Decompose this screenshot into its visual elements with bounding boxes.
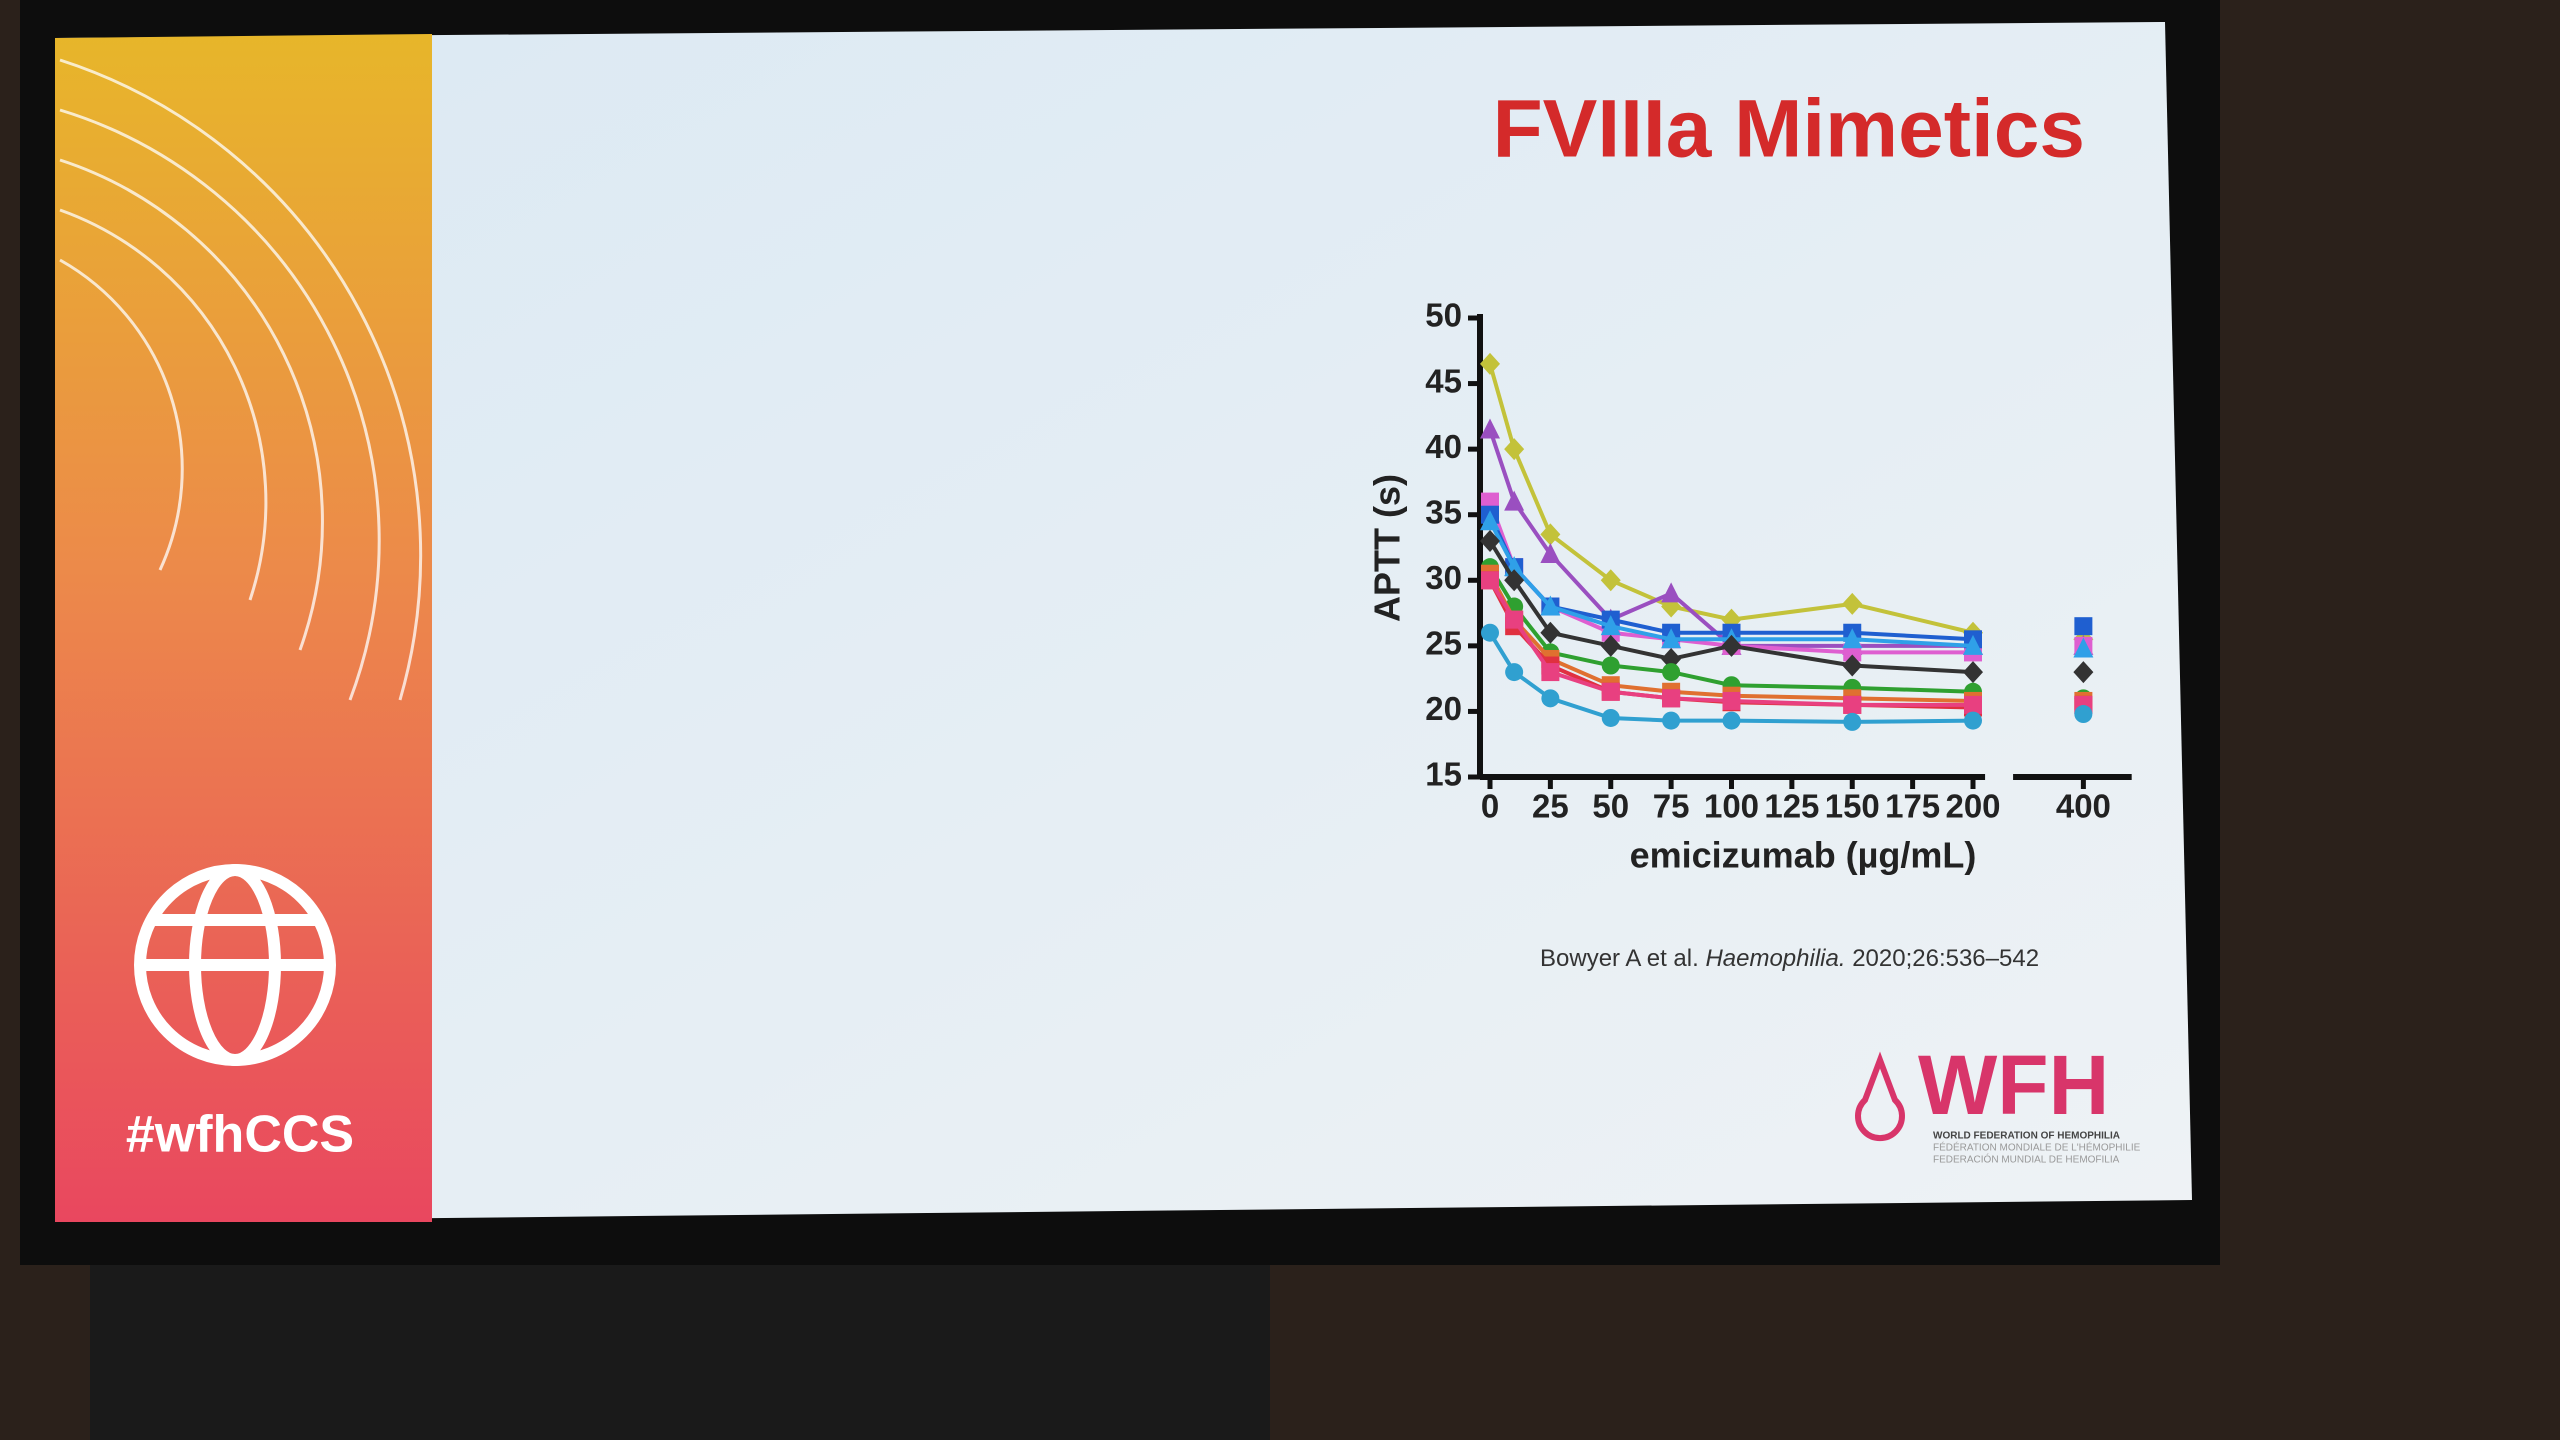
point [1842, 592, 1863, 615]
point [1540, 523, 1561, 546]
logo-line: FÉDÉRATION MONDIALE DE L'HÉMOPHILIE [1933, 1141, 2141, 1154]
y-axis-title: APTT (s) [1367, 474, 1408, 622]
y-tick-label: 45 [1425, 362, 1462, 399]
wfh-logo: WFH WORLD FEDERATION OF HEMOPHILIA FÉDÉR… [1855, 1038, 2141, 1166]
point [1661, 582, 1682, 603]
point [1661, 647, 1682, 670]
y-tick-label: 25 [1425, 625, 1462, 662]
point [2074, 617, 2093, 636]
point [1480, 352, 1500, 375]
point [1541, 663, 1560, 682]
point [1722, 711, 1741, 730]
point [1964, 711, 1982, 730]
logo-name: WFH [1918, 1038, 2109, 1132]
series-line [1488, 539, 1974, 675]
x-tick-label: 100 [1704, 788, 1759, 825]
point [1662, 689, 1681, 708]
x-tick-label: 400 [2056, 788, 2111, 825]
point [1600, 634, 1621, 657]
decor-arcs [59, 58, 423, 701]
point [1480, 529, 1500, 552]
point [1843, 695, 1862, 714]
point [1504, 438, 1525, 461]
point [1601, 656, 1620, 675]
slide [55, 22, 2192, 1222]
series-line [1488, 363, 1974, 635]
point [1601, 682, 1620, 701]
point [1481, 623, 1499, 642]
x-axis-title: emicizumab (µg/mL) [1630, 835, 1977, 876]
y-tick-label: 35 [1425, 493, 1462, 530]
citation: Bowyer A et al. Haemophilia. 2020;26:536… [1540, 945, 2039, 972]
logo-line: FEDERACIÓN MUNDIAL DE HEMOFILIA [1933, 1153, 2120, 1166]
x-tick-label: 75 [1653, 788, 1690, 825]
citation-journal: Haemophilia. [1705, 945, 1845, 972]
point [1504, 569, 1525, 592]
point [2073, 637, 2094, 658]
x-tick-label: 175 [1885, 788, 1940, 825]
point [1662, 663, 1681, 682]
citation-authors: Bowyer A et al. [1540, 945, 1699, 972]
point [1843, 712, 1862, 731]
point [1722, 691, 1741, 710]
y-tick-label: 20 [1425, 690, 1462, 727]
point [1540, 595, 1561, 616]
y-tick-label: 40 [1425, 428, 1462, 465]
point [1600, 615, 1621, 636]
point [1540, 621, 1561, 644]
y-tick-label: 30 [1425, 559, 1462, 596]
y-tick-label: 50 [1425, 297, 1462, 334]
x-tick-label: 150 [1825, 788, 1880, 825]
side-panel [55, 34, 432, 1222]
point [1662, 711, 1681, 730]
point [1661, 628, 1682, 649]
point [1541, 689, 1560, 708]
slide-title: FVIIIa Mimetics [1493, 84, 2085, 175]
point [1505, 663, 1524, 682]
x-tick-label: 50 [1592, 788, 1629, 825]
logo-drop [1855, 1051, 1905, 1142]
y-tick-label: 15 [1425, 756, 1462, 793]
point [1964, 695, 1982, 714]
point [1540, 543, 1561, 564]
point [1505, 610, 1524, 629]
point [1721, 634, 1742, 657]
point [1600, 569, 1621, 592]
point [1601, 708, 1620, 727]
citation-details: 2020;26:536–542 [1852, 945, 2039, 972]
point [1842, 654, 1863, 677]
hashtag: #wfhCCS [126, 1106, 354, 1164]
point [1480, 510, 1500, 531]
point [1842, 628, 1863, 649]
stand [90, 1240, 1270, 1440]
logo-line: WORLD FEDERATION OF HEMOPHILIA [1933, 1131, 2120, 1142]
x-tick-label: 0 [1481, 788, 1499, 825]
x-tick-label: 25 [1532, 788, 1569, 825]
point [2074, 705, 2093, 724]
x-tick-label: 200 [1945, 788, 2000, 825]
point [1963, 634, 1983, 655]
point [1481, 571, 1499, 590]
x-tick-label: 125 [1764, 788, 1819, 825]
globe-icon [134, 864, 336, 1066]
point [1504, 490, 1525, 511]
point [2073, 661, 2094, 684]
point [1963, 661, 1983, 684]
point [1480, 418, 1500, 439]
